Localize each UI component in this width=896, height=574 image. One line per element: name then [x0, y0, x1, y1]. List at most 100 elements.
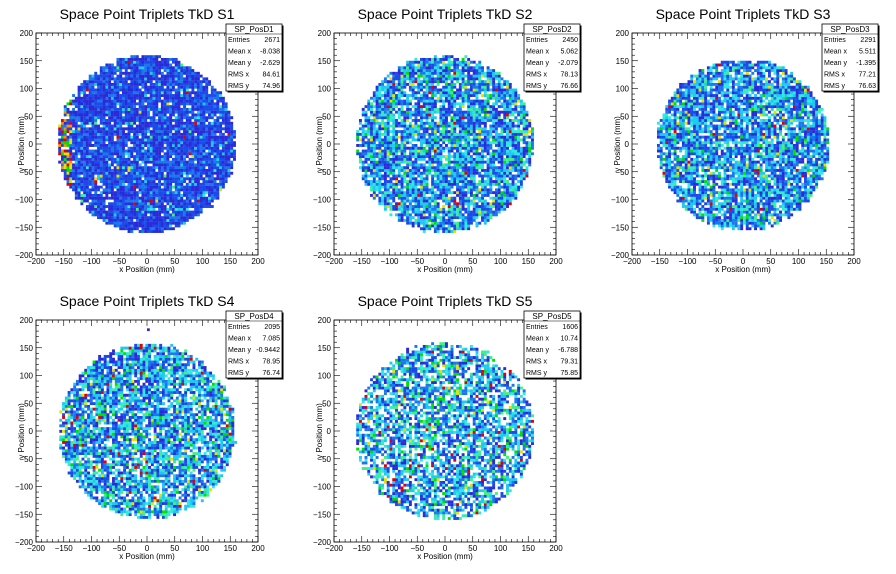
bin	[144, 85, 148, 89]
bin	[408, 116, 412, 120]
bin	[420, 157, 423, 161]
bin	[450, 224, 454, 228]
bin	[108, 94, 112, 97]
bin	[191, 149, 195, 153]
bin	[102, 144, 106, 147]
bin	[171, 119, 175, 122]
bin	[108, 71, 112, 75]
bin	[219, 144, 223, 147]
bin	[177, 174, 181, 178]
bin	[105, 135, 109, 139]
bin	[144, 105, 148, 109]
bin	[171, 124, 175, 128]
bin	[133, 130, 137, 134]
bin	[425, 71, 429, 75]
bin	[445, 185, 448, 189]
bin	[102, 168, 106, 172]
bin	[370, 174, 373, 178]
bin	[378, 166, 382, 170]
bin	[155, 210, 159, 214]
bin	[155, 191, 159, 195]
bin	[113, 180, 117, 183]
bin	[122, 157, 125, 161]
bin	[177, 152, 181, 156]
bin	[417, 216, 421, 220]
bin	[74, 188, 78, 192]
bin	[196, 91, 200, 95]
bin	[160, 110, 164, 114]
bin	[80, 193, 84, 197]
bin	[80, 116, 84, 120]
bin	[445, 168, 448, 172]
bin	[116, 224, 120, 228]
bin	[196, 82, 200, 86]
bin	[194, 196, 198, 200]
bin	[191, 138, 195, 142]
bin	[230, 130, 234, 134]
bin	[422, 188, 426, 192]
bin	[135, 130, 139, 134]
bin	[138, 113, 142, 117]
bin	[147, 127, 150, 131]
bin	[397, 96, 401, 100]
bin	[436, 227, 440, 231]
bin	[395, 163, 398, 167]
bin	[160, 224, 164, 228]
bin	[361, 141, 365, 145]
bin	[433, 152, 437, 156]
bin	[456, 88, 460, 92]
bin	[108, 130, 112, 134]
bin	[375, 110, 379, 114]
bin	[85, 99, 89, 103]
bin	[450, 55, 454, 59]
bin	[461, 57, 465, 61]
bin	[147, 196, 150, 200]
bin	[358, 119, 362, 122]
bin	[77, 116, 81, 120]
bin	[375, 105, 379, 109]
bin	[442, 69, 446, 72]
bin	[453, 160, 457, 164]
bin	[191, 188, 195, 192]
bin	[77, 124, 81, 128]
bin	[447, 138, 451, 142]
bin	[88, 141, 92, 145]
bin	[442, 149, 446, 153]
bin	[99, 171, 103, 175]
bin	[174, 138, 178, 142]
bin	[422, 124, 426, 128]
bin	[58, 152, 62, 156]
bin	[94, 71, 98, 75]
bin	[169, 107, 173, 111]
bin	[408, 205, 412, 208]
bin	[425, 82, 429, 86]
bin	[99, 113, 103, 117]
bin	[378, 99, 382, 103]
bin	[155, 230, 159, 233]
bin	[94, 116, 98, 120]
bin	[124, 85, 128, 89]
bin	[171, 157, 175, 161]
bin	[461, 202, 465, 206]
bin	[392, 96, 396, 100]
bin	[166, 185, 170, 189]
bin	[442, 207, 446, 211]
bin	[149, 91, 153, 95]
bin	[97, 85, 100, 89]
bin	[403, 157, 407, 161]
bin	[166, 60, 170, 64]
bin	[456, 57, 460, 61]
bin	[166, 130, 170, 134]
bin	[147, 180, 150, 183]
bin	[196, 157, 200, 161]
bin	[383, 152, 387, 156]
bin	[461, 196, 465, 200]
bin	[411, 191, 415, 195]
bin	[422, 155, 426, 159]
bin	[428, 213, 432, 217]
bin	[408, 146, 412, 150]
bin	[361, 144, 365, 147]
bin	[127, 132, 131, 136]
bin	[160, 121, 164, 125]
bin	[456, 207, 460, 211]
